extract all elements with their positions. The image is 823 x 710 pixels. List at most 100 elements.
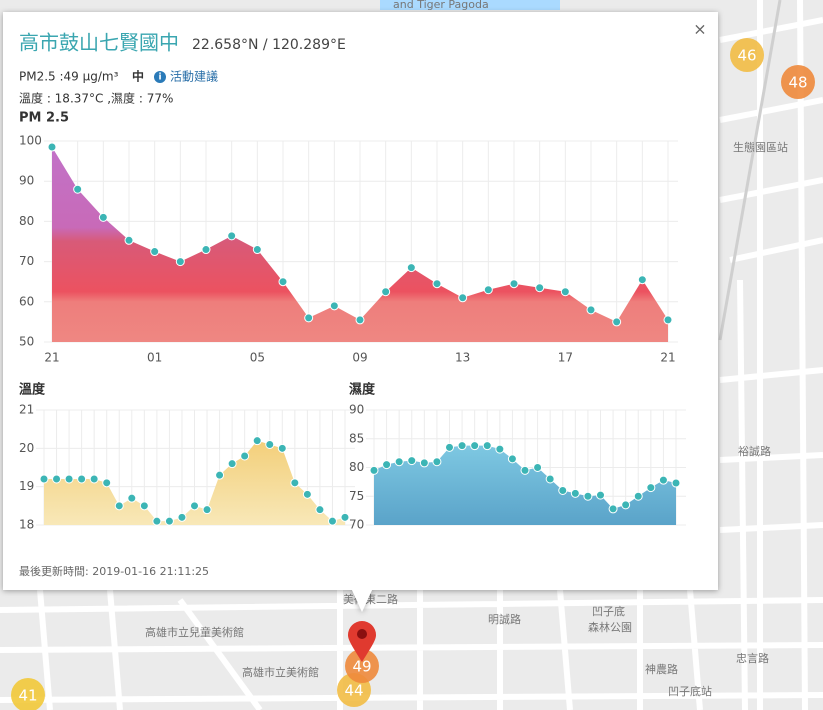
aqi-marker[interactable] [730,38,764,72]
data-point [302,489,312,499]
pin-dot [357,629,367,639]
map-label: 明誠路 [488,613,521,626]
data-point [407,456,417,466]
data-point [495,444,505,454]
data-point [124,235,134,245]
svg-text:i: i [158,73,161,83]
map-label: 神農路 [645,662,678,676]
data-point [570,488,580,498]
map-label: 凹子底站 [668,684,712,698]
y-tick-label: 70 [19,254,34,268]
y-tick-label: 70 [349,518,364,532]
x-tick-label: 21 [44,351,59,365]
map-label: 生態園區站 [733,140,788,154]
chart-title: PM 2.5 [19,111,69,126]
x-tick-label: 05 [250,351,265,365]
location-pin [348,621,376,662]
data-point [633,491,643,501]
data-point [432,457,442,467]
data-point [445,442,454,452]
aqi-marker[interactable] [345,649,379,683]
data-point [432,279,442,289]
y-tick-label: 80 [19,214,34,228]
aqi-value: 49 [352,658,371,676]
pm-level: 中 [132,69,144,84]
data-point [102,478,112,488]
data-point [39,474,49,484]
area [374,445,676,525]
x-tick-label: 17 [558,351,573,365]
data-point [419,458,429,468]
data-point [394,457,404,467]
y-tick-label: 90 [19,174,34,188]
aqi-marker[interactable] [781,65,815,99]
data-point [583,491,593,501]
data-point [98,212,108,222]
data-point [560,287,570,297]
charts: PM 2.5 50 60 70 80 90 100 21 01 05 09 13 17 21 溫度 18 19 2… [19,111,686,532]
data-point [355,315,365,325]
data-point [457,441,467,451]
data-point [64,474,74,484]
map-label: 森林公園 [588,620,632,634]
data-point [533,463,543,472]
aqi-marker[interactable] [11,678,45,710]
advice-link[interactable]: 活動建議 [170,70,218,84]
y-tick-label: 20 [19,441,34,455]
map-label: 忠言路 [736,652,769,665]
data-point [470,441,480,451]
data-point [175,257,185,267]
data-point [215,470,225,480]
data-point [621,500,631,510]
x-tick-label: 21 [660,351,675,365]
info-icon[interactable] [154,71,166,83]
map-label: 高雄市立美術館 [242,665,319,679]
data-point [139,501,149,511]
data-point [150,247,160,257]
data-point [315,505,325,515]
data-point [52,474,62,484]
chart-title: 濕度 [349,382,376,398]
y-tick-label: 75 [349,489,364,503]
data-point [482,441,492,451]
data-point [637,275,647,285]
aqi-value: 46 [737,47,756,65]
data-point [535,283,545,293]
data-point [558,486,568,495]
data-point [77,474,87,484]
data-point [240,451,250,461]
data-point [202,505,212,515]
data-point [509,279,519,289]
data-point [406,263,416,273]
map-label: 凹子底 [592,604,625,618]
data-point [265,440,275,449]
station-title: 高市鼓山七賢國中 [19,31,179,55]
data-point [290,478,300,488]
data-point [227,459,237,469]
y-tick-label: 60 [19,294,34,308]
map-overlay: and Tiger Pagoda 生態園區站裕誠路高雄市立兒童美術館高雄市立美術館… [11,0,815,710]
y-tick-label: 18 [19,518,34,532]
map-label: 美術東二路 [343,593,398,606]
aqi-value: 48 [788,74,807,92]
data-point [369,465,379,475]
close-button[interactable]: × [693,20,706,39]
y-tick-label: 80 [349,460,364,474]
data-point [201,245,211,255]
area [44,440,345,525]
data-point [114,501,124,511]
data-point [164,516,174,526]
data-point [612,317,622,327]
data-point [304,313,314,323]
data-point [382,460,392,470]
data-point [671,478,681,488]
data-point [596,490,605,500]
data-point [329,301,339,311]
data-point [252,436,262,446]
data-point [277,443,287,453]
data-point [608,504,618,514]
data-point [152,516,162,526]
y-tick-label: 21 [19,403,34,417]
y-tick-label: 19 [19,479,34,493]
area [52,147,668,342]
